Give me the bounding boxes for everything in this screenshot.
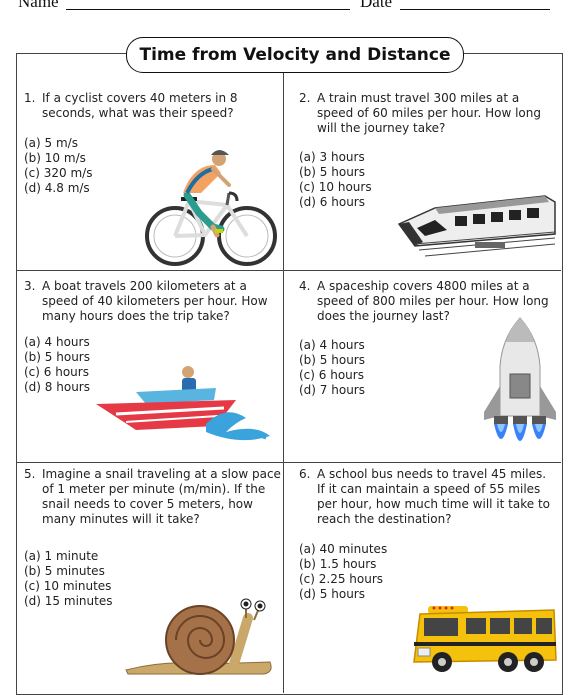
option-b[interactable]: (b) 10 m/s — [24, 151, 86, 165]
options-6: (a) 40 minutes (b) 1.5 hours (c) 2.25 ho… — [299, 542, 387, 602]
grid-divider-vertical — [283, 53, 284, 693]
option-b[interactable]: (b) 5 hours — [299, 165, 365, 179]
option-d[interactable]: (d) 15 minutes — [24, 594, 113, 608]
option-b[interactable]: (b) 5 minutes — [24, 564, 105, 578]
name-line[interactable] — [66, 9, 350, 10]
option-a[interactable]: (a) 4 hours — [299, 338, 365, 352]
question-text: Imagine a snail traveling at a slow pace… — [42, 467, 281, 526]
option-c[interactable]: (c) 2.25 hours — [299, 572, 384, 586]
date-line[interactable] — [400, 9, 550, 10]
school-bus-picture — [413, 606, 557, 672]
option-c[interactable]: (c) 6 hours — [24, 365, 89, 379]
snail-picture — [125, 598, 272, 675]
cyclist-picture — [145, 150, 277, 266]
question-number: 4. — [299, 279, 311, 293]
worksheet-title: Time from Velocity and Distance — [126, 37, 464, 73]
question-text: A spaceship covers 4800 miles at a speed… — [317, 279, 549, 323]
option-d[interactable]: (d) 4.8 m/s — [24, 181, 90, 195]
date-label: Date — [360, 0, 393, 11]
options-3: (a) 4 hours (b) 5 hours (c) 6 hours (d) … — [24, 335, 90, 395]
question-number: 6. — [299, 467, 311, 481]
option-a[interactable]: (a) 1 minute — [24, 549, 99, 563]
question-number: 3. — [24, 279, 36, 293]
question-number: 1. — [24, 91, 36, 105]
option-a[interactable]: (a) 5 m/s — [24, 136, 78, 150]
speedboat-picture — [96, 366, 270, 441]
option-b[interactable]: (b) 5 hours — [299, 353, 365, 367]
grid-divider-row-2 — [16, 462, 561, 463]
question-text: If a cyclist covers 40 meters in 8 secon… — [42, 91, 238, 120]
question-number: 5. — [24, 467, 36, 481]
options-5: (a) 1 minute (b) 5 minutes (c) 10 minute… — [24, 549, 112, 609]
options-2: (a) 3 hours (b) 5 hours (c) 10 hours (d)… — [299, 150, 372, 210]
option-d[interactable]: (d) 5 hours — [299, 587, 365, 601]
question-text: A school bus needs to travel 45 miles. I… — [317, 467, 550, 526]
option-b[interactable]: (b) 1.5 hours — [299, 557, 377, 571]
option-d[interactable]: (d) 7 hours — [299, 383, 365, 397]
option-d[interactable]: (d) 6 hours — [299, 195, 365, 209]
rocket-picture — [484, 317, 556, 441]
option-a[interactable]: (a) 4 hours — [24, 335, 90, 349]
options-4: (a) 4 hours (b) 5 hours (c) 6 hours (d) … — [299, 338, 365, 398]
option-c[interactable]: (c) 6 hours — [299, 368, 364, 382]
option-c[interactable]: (c) 10 minutes — [24, 579, 112, 593]
option-c[interactable]: (c) 320 m/s — [24, 166, 93, 180]
options-1: (a) 5 m/s (b) 10 m/s (c) 320 m/s (d) 4.8… — [24, 136, 92, 196]
option-a[interactable]: (a) 40 minutes — [299, 542, 388, 556]
option-b[interactable]: (b) 5 hours — [24, 350, 90, 364]
question-number: 2. — [299, 91, 311, 105]
option-d[interactable]: (d) 8 hours — [24, 380, 90, 394]
name-label: Name — [18, 0, 59, 11]
question-text: A train must travel 300 miles at a speed… — [317, 91, 541, 135]
train-picture — [397, 195, 556, 257]
grid-divider-row-1 — [16, 270, 561, 271]
option-a[interactable]: (a) 3 hours — [299, 150, 365, 164]
option-c[interactable]: (c) 10 hours — [299, 180, 372, 194]
question-text: A boat travels 200 kilometers at a speed… — [42, 279, 268, 323]
